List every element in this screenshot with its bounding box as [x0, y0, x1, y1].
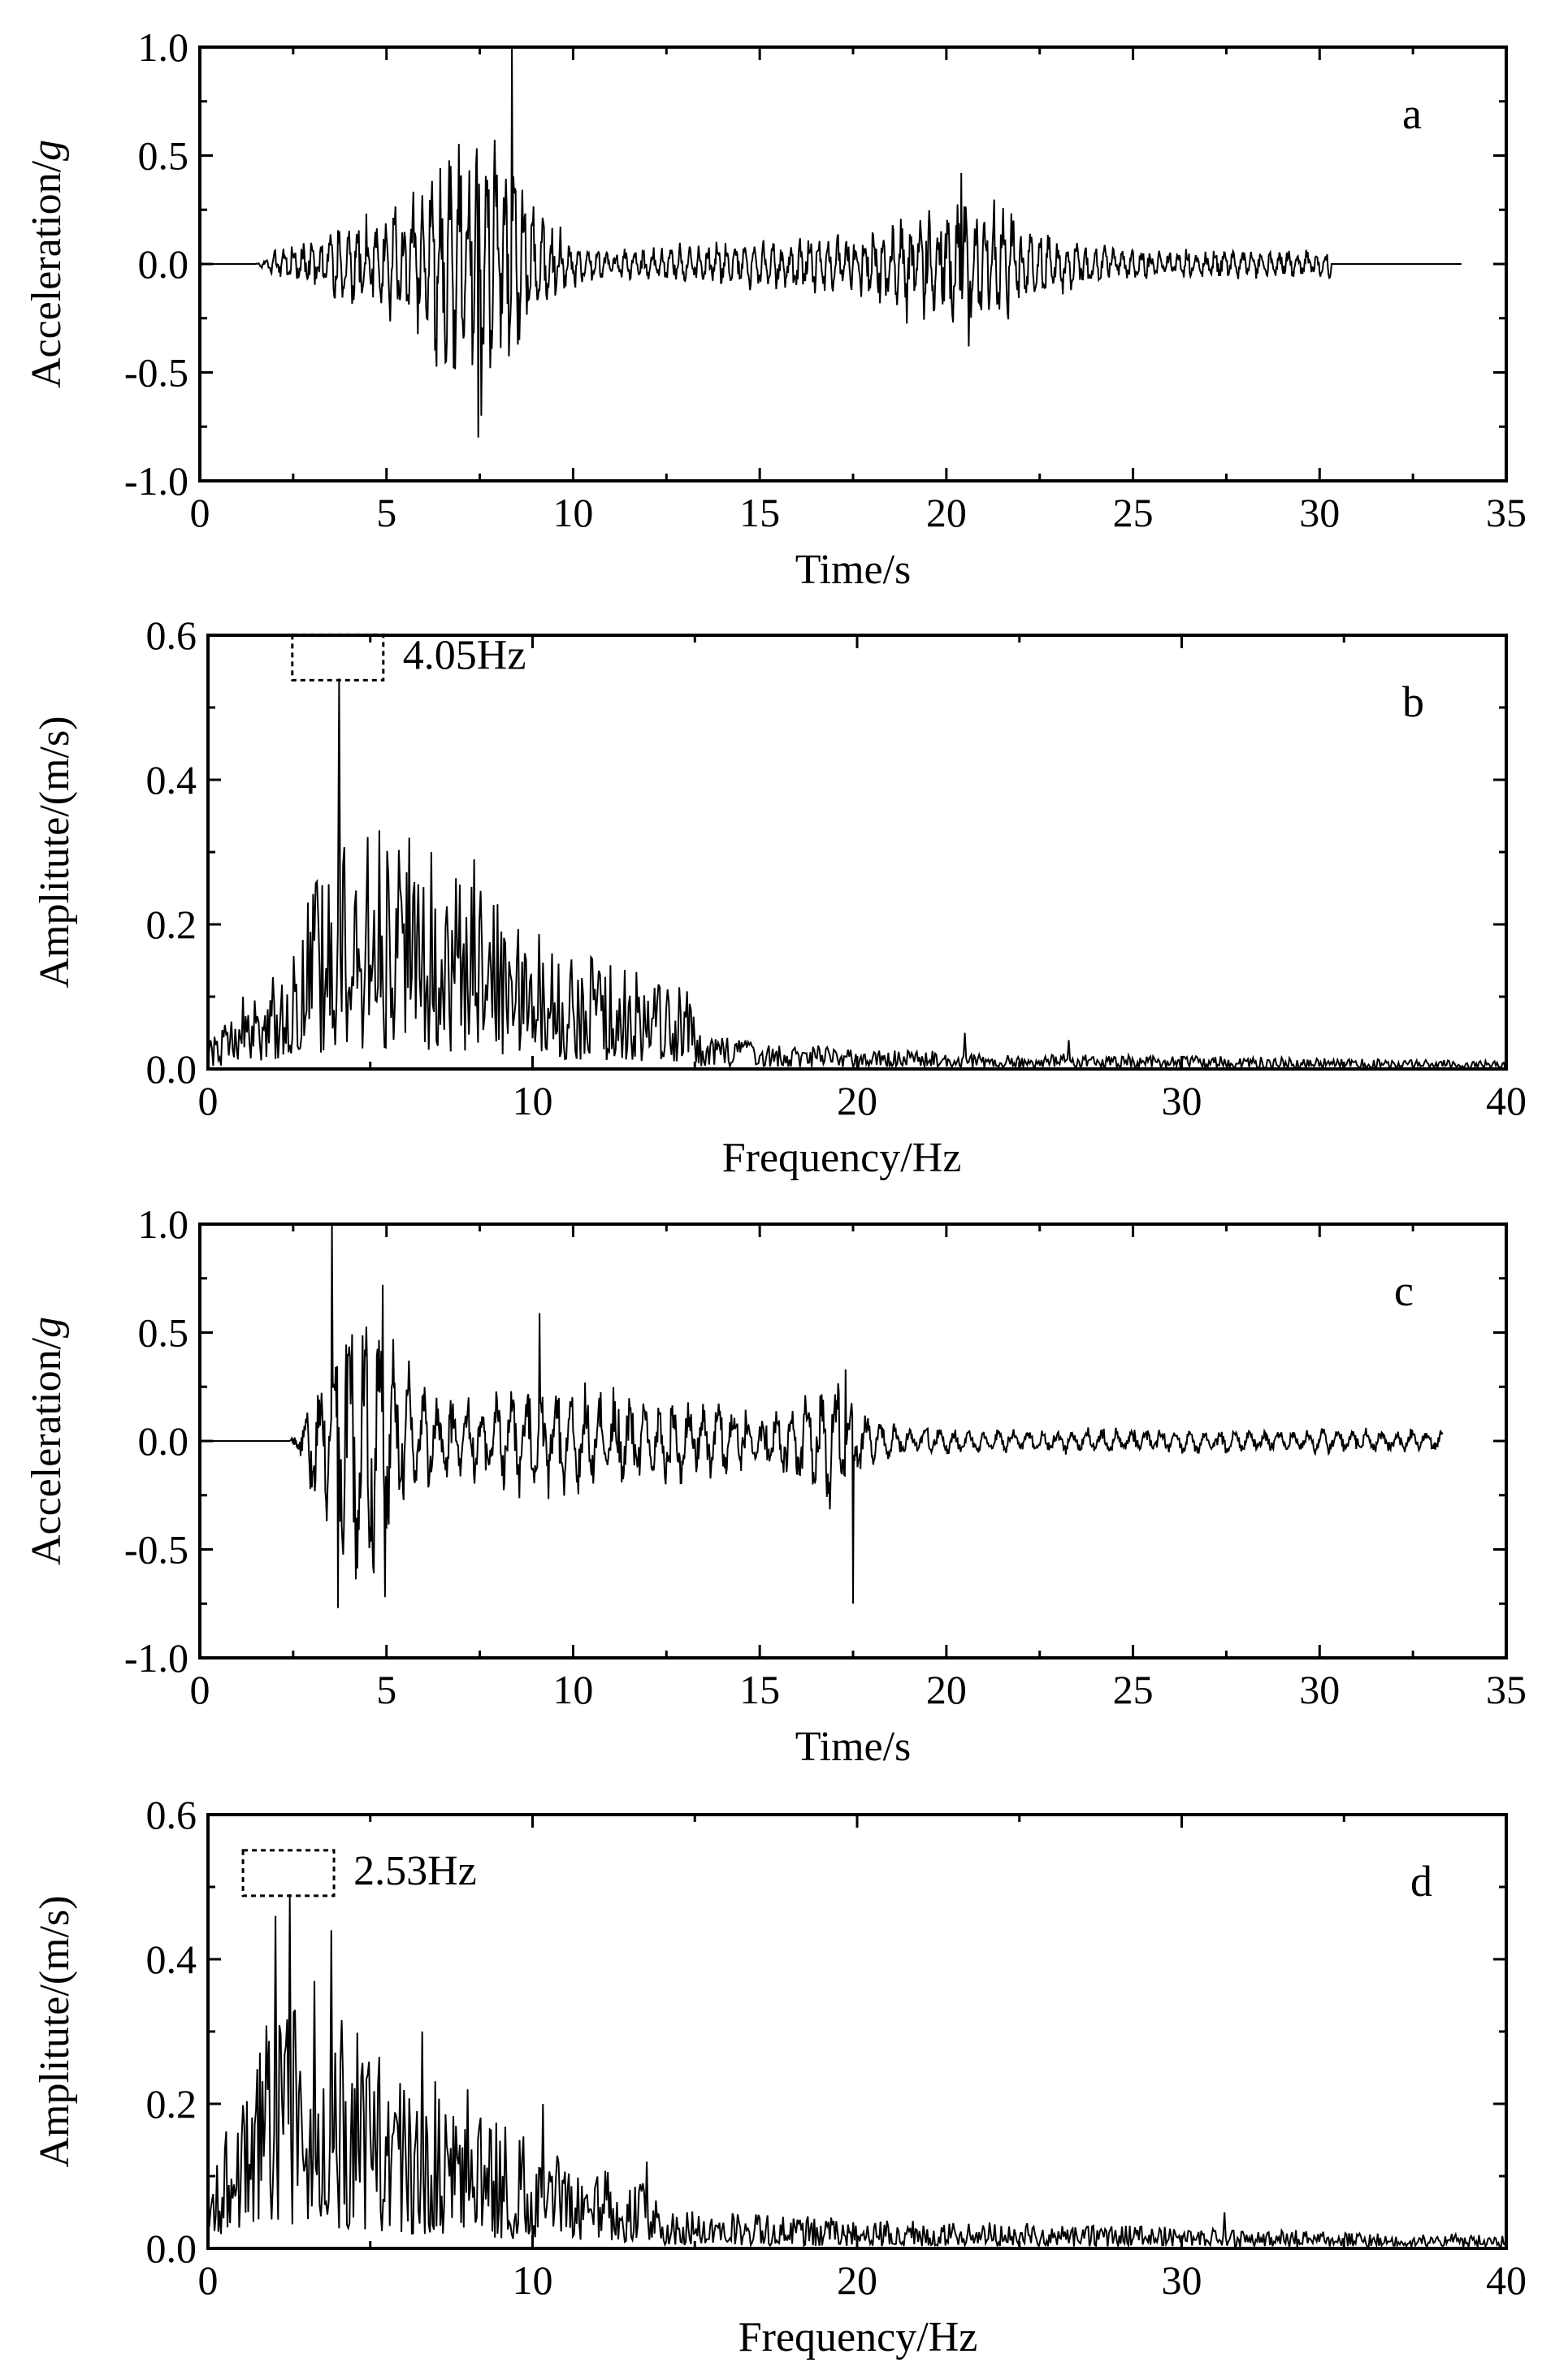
- y-axis-title-text: Acceleration/: [24, 160, 70, 388]
- x-tick-label: 10: [552, 1667, 593, 1712]
- x-axis-title: Frequency/Hz: [722, 1135, 962, 1181]
- y-tick-label: 0.6: [146, 1792, 197, 1837]
- y-tick-label: 0.5: [138, 133, 189, 179]
- panel-label: b: [1402, 677, 1424, 726]
- ticks: 0 10 20 30 40 0.0 0.2 0.4 0.6: [146, 612, 1527, 1123]
- series-line: [207, 1893, 1507, 2248]
- y-tick-label: 0.2: [146, 2081, 197, 2127]
- y-tick-label: 0.0: [138, 1418, 189, 1464]
- panel-c: 0 5 10 15 20 25 30 35 -1.0 -0.5 0.0 0.5 1.0 c Time/s…: [24, 1201, 1527, 1770]
- x-tick-label: 20: [837, 2257, 877, 2303]
- y-tick-label: 0.4: [146, 757, 197, 803]
- x-tick-label: 0: [198, 2257, 219, 2303]
- x-tick-label: 20: [926, 490, 967, 535]
- x-tick-label: 10: [552, 490, 593, 535]
- ticks: 0 5 10 15 20 25 30 35 -1.0 -0.5 0.0 0.5 1.0: [124, 24, 1527, 535]
- series-line: [200, 46, 1462, 438]
- x-tick-label: 15: [739, 490, 780, 535]
- x-tick-label: 40: [1486, 1078, 1527, 1123]
- y-tick-label: 0.4: [146, 1936, 197, 1982]
- y-tick-label: 0.0: [146, 1046, 197, 1092]
- x-tick-label: 30: [1299, 490, 1340, 535]
- x-tick-label: 30: [1162, 1078, 1202, 1123]
- x-axis-title: Time/s: [795, 547, 912, 593]
- y-tick-label: 0.6: [146, 612, 197, 658]
- peak-annotation: 4.05Hz: [291, 632, 526, 682]
- x-tick-label: 20: [837, 1078, 877, 1123]
- y-axis-title-unit: g: [24, 140, 70, 161]
- y-tick-label: -0.5: [124, 1527, 188, 1573]
- x-tick-label: 10: [513, 2257, 553, 2303]
- y-tick-label: 0.0: [146, 2226, 197, 2271]
- y-tick-label: 0.0: [138, 241, 189, 287]
- x-tick-label: 5: [376, 1667, 396, 1712]
- x-axis-title: Frequency/Hz: [739, 2314, 978, 2361]
- x-tick-label: 0: [190, 1667, 210, 1712]
- x-tick-label: 40: [1486, 2257, 1527, 2303]
- y-tick-label: -0.5: [124, 350, 188, 396]
- x-tick-label: 30: [1162, 2257, 1202, 2303]
- panel-label: a: [1402, 89, 1422, 138]
- x-tick-label: 35: [1486, 1667, 1527, 1712]
- y-tick-label: -1.0: [124, 458, 188, 504]
- y-tick-label: 0.5: [138, 1310, 189, 1356]
- y-tick-label: 1.0: [138, 1201, 189, 1247]
- panel-d: 0 10 20 30 40 0.0 0.2 0.4 0.6 2.53Hz d Frequency…: [32, 1792, 1527, 2361]
- y-axis-title-text: Acceleration/: [24, 1337, 70, 1565]
- y-axis-title: Amplitute/(m/s): [32, 1895, 78, 2167]
- ticks: 0 10 20 30 40 0.0 0.2 0.4 0.6: [146, 1792, 1527, 2303]
- panel-a: 0 5 10 15 20 25 30 35 -1.0 -0.5 0.0 0.5 1.0 a Time/s…: [24, 24, 1527, 593]
- x-tick-label: 30: [1299, 1667, 1340, 1712]
- peak-annotation-box: [241, 1849, 336, 1898]
- x-tick-label: 25: [1113, 1667, 1154, 1712]
- plot-frame: [206, 634, 1508, 1071]
- y-tick-label: 0.2: [146, 902, 197, 947]
- series-line: [207, 678, 1507, 1071]
- series-line: [200, 1223, 1444, 1608]
- ticks: 0 5 10 15 20 25 30 35 -1.0 -0.5 0.0 0.5 1.0: [124, 1201, 1527, 1712]
- peak-annotation-label: 2.53Hz: [353, 1848, 477, 1894]
- x-tick-label: 0: [190, 490, 210, 535]
- y-axis-title: Amplitute/(m/s): [32, 716, 78, 988]
- y-axis-title-unit: g: [24, 1317, 70, 1338]
- x-tick-label: 5: [376, 490, 396, 535]
- x-tick-label: 0: [198, 1078, 219, 1123]
- x-tick-label: 20: [926, 1667, 967, 1712]
- x-axis-title: Time/s: [795, 1724, 912, 1770]
- y-axis-title: Acceleration/g: [24, 1317, 70, 1565]
- x-tick-label: 10: [513, 1078, 553, 1123]
- y-tick-label: -1.0: [124, 1635, 188, 1681]
- peak-annotation: 2.53Hz: [241, 1848, 477, 1898]
- y-axis-title: Acceleration/g: [24, 140, 70, 388]
- x-tick-label: 25: [1113, 490, 1154, 535]
- x-tick-label: 35: [1486, 490, 1527, 535]
- y-tick-label: 1.0: [138, 24, 189, 70]
- panel-label: d: [1410, 1857, 1432, 1906]
- x-tick-label: 15: [739, 1667, 780, 1712]
- panel-b: 0 10 20 30 40 0.0 0.2 0.4 0.6 4.05Hz b Frequency…: [32, 612, 1527, 1181]
- peak-annotation-label: 4.05Hz: [403, 632, 526, 678]
- panel-label: c: [1394, 1266, 1414, 1315]
